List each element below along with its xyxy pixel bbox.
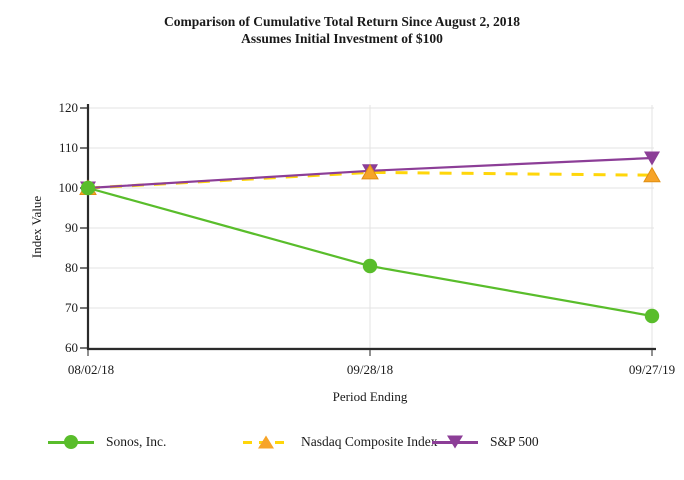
y-tick-label: 120 (58, 100, 79, 115)
y-tick-label: 60 (65, 340, 78, 355)
chart-title-line2: Assumes Initial Investment of $100 (241, 31, 443, 46)
x-tick-label: 09/28/18 (346, 362, 394, 377)
legend-item-sp500: S&P 500 (432, 433, 539, 451)
legend-swatch (432, 434, 478, 450)
y-tick-label: 70 (65, 300, 78, 315)
legend-label: S&P 500 (490, 434, 539, 449)
legend-label: Sonos, Inc. (106, 434, 167, 449)
y-tick-label: 110 (58, 140, 78, 155)
chart-title: Comparison of Cumulative Total Return Si… (0, 13, 684, 47)
legend-marker-circle-icon (64, 435, 78, 449)
y-tick-label: 100 (58, 180, 79, 195)
y-tick-label: 80 (65, 260, 78, 275)
legend-marker-triangle-up-icon (258, 435, 274, 449)
x-axis-title: Period Ending (332, 389, 408, 404)
chart-title-line1: Comparison of Cumulative Total Return Si… (164, 14, 520, 29)
legend-item-sonos: Sonos, Inc. (48, 433, 166, 451)
legend-marker-triangle-down-icon (447, 435, 463, 449)
y-axis-title: Index Value (29, 195, 44, 259)
y-tick-label: 90 (65, 220, 78, 235)
legend-item-nasdaq: Nasdaq Composite Index (243, 433, 437, 451)
x-tick-label: 09/27/19 (628, 362, 676, 377)
legend-label: Nasdaq Composite Index (301, 434, 438, 449)
legend-swatch (48, 434, 94, 450)
legend-swatch (243, 434, 289, 450)
x-tick-label: 08/02/18 (67, 362, 115, 377)
